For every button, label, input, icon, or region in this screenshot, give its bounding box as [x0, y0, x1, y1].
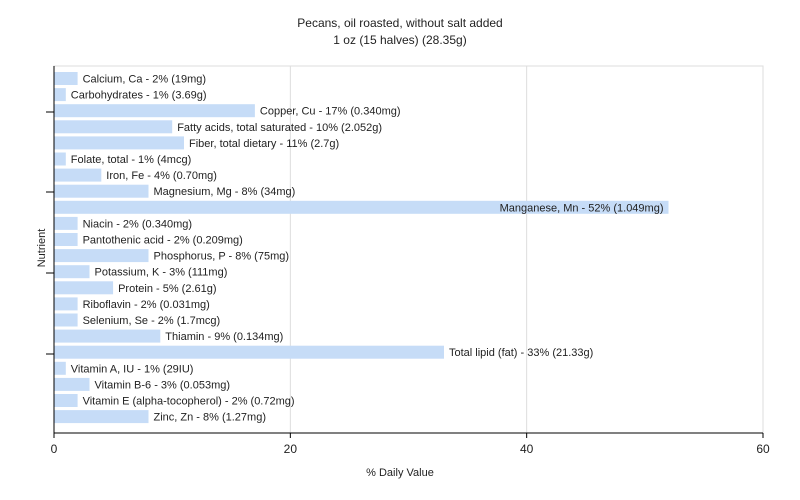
bar [54, 168, 102, 182]
bar-label: Fatty acids, total saturated - 10% (2.05… [177, 122, 382, 134]
bar-label: Fiber, total dietary - 11% (2.7g) [189, 138, 339, 150]
bar-labels: Calcium, Ca - 2% (19mg) Carbohydrates - 1… [71, 74, 664, 424]
bar [54, 249, 149, 263]
bar-label: Total lipid (fat) - 33% (21.33g) [449, 347, 593, 359]
bar-label: Manganese, Mn - 52% (1.049mg) [500, 202, 664, 214]
bar-label: Vitamin A, IU - 1% (29IU) [71, 363, 194, 375]
bar [54, 297, 78, 311]
x-tick-label: 0 [51, 442, 58, 456]
bar [54, 410, 149, 424]
x-axis-ticks: 0 20 40 60 [51, 433, 770, 456]
x-tick-label: 40 [520, 442, 534, 456]
bar-label: Calcium, Ca - 2% (19mg) [83, 74, 206, 86]
bar-label: Copper, Cu - 17% (0.340mg) [260, 106, 401, 118]
bar [54, 233, 78, 246]
bar [54, 88, 66, 102]
y-axis-ticks [46, 111, 54, 355]
x-axis-label: % Daily Value [366, 467, 434, 479]
x-tick-label: 20 [284, 442, 298, 456]
x-tick-label: 60 [756, 442, 770, 456]
bar-label: Magnesium, Mg - 8% (34mg) [154, 186, 296, 198]
bar-label: Potassium, K - 3% (111mg) [95, 267, 228, 279]
bar-label: Vitamin B-6 - 3% (0.053mg) [95, 379, 231, 391]
bar [54, 184, 149, 198]
bar-label: Carbohydrates - 1% (3.69g) [71, 90, 207, 102]
bar [54, 377, 90, 391]
bar [54, 200, 669, 214]
bar-label: Selenium, Se - 2% (1.7mcg) [83, 315, 221, 327]
bar [54, 136, 184, 150]
bar [54, 394, 78, 407]
bar-label: Folate, total - 1% (4mcg) [71, 154, 191, 166]
bar-label: Protein - 5% (2.61g) [118, 283, 216, 295]
bar [54, 281, 114, 295]
bar-label: Niacin - 2% (0.340mg) [83, 218, 192, 230]
bar-label: Zinc, Zn - 8% (1.27mg) [154, 412, 266, 424]
bar-label: Iron, Fe - 4% (0.70mg) [106, 170, 217, 182]
bars [54, 72, 669, 424]
bar [54, 313, 78, 327]
bar [54, 120, 173, 134]
bar [54, 265, 90, 279]
bar [54, 345, 444, 359]
y-axis-label: Nutrient [36, 229, 48, 268]
chart-subtitle: 1 oz (15 halves) (28.35g) [333, 33, 466, 47]
bar [54, 361, 66, 375]
bar [54, 329, 161, 343]
bar-label: Riboflavin - 2% (0.031mg) [83, 299, 210, 311]
chart-title: Pecans, oil roasted, without salt added [297, 16, 502, 30]
bar-label: Thiamin - 9% (0.134mg) [165, 331, 283, 343]
bar-label: Phosphorus, P - 8% (75mg) [154, 251, 290, 263]
bar [54, 104, 255, 118]
bar [54, 216, 78, 230]
bar [54, 72, 78, 85]
bar-label: Pantothenic acid - 2% (0.209mg) [83, 235, 243, 247]
bar-label: Vitamin E (alpha-tocopherol) - 2% (0.72m… [83, 396, 295, 408]
bar [54, 152, 66, 166]
